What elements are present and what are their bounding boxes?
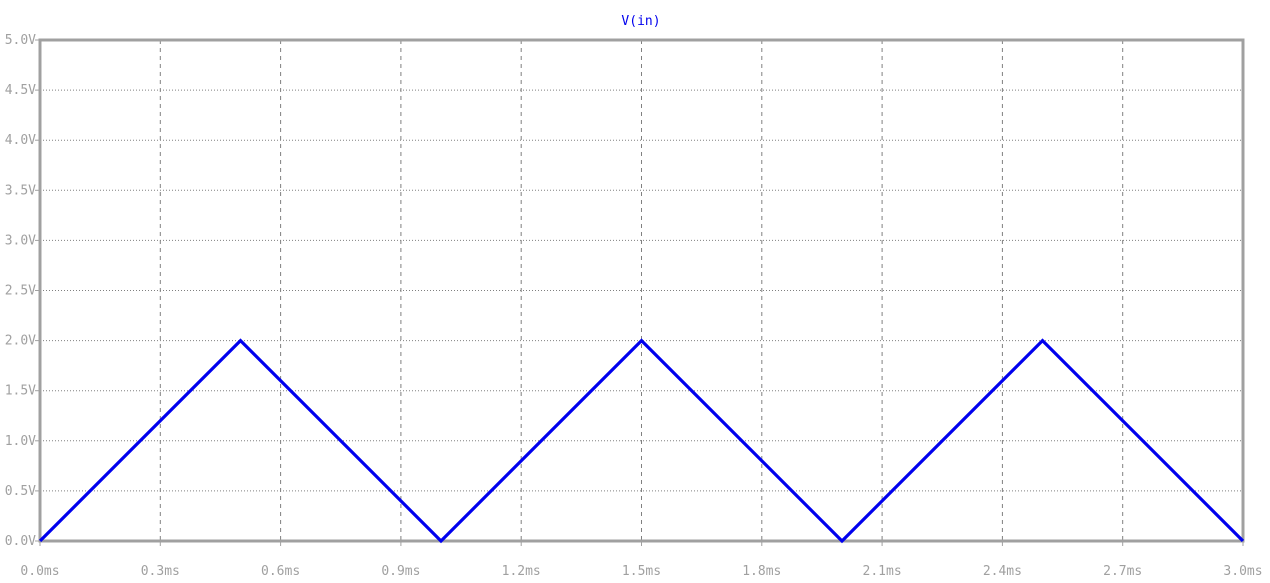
y-tick-label: 2.5V bbox=[5, 284, 36, 299]
y-tick-label: 1.5V bbox=[5, 384, 36, 399]
y-axis-ticks: 0.0V 0.5V 1.0V 1.5V 2.0V 2.5V 3.0V 3.5V 4.0V 4.5V… bbox=[5, 33, 40, 549]
x-axis-ticks: 0.0ms 0.3ms 0.6ms 0.9ms 1.2ms 1.5ms 1.8ms 2.1ms… bbox=[20, 541, 1263, 579]
y-tick-label: 1.0V bbox=[5, 434, 36, 449]
y-tick-label: 4.5V bbox=[5, 83, 36, 98]
y-tick-label: 0.0V bbox=[5, 534, 36, 549]
x-tick-label: 0.6ms bbox=[261, 564, 300, 579]
x-tick-label: 0.0ms bbox=[20, 564, 59, 579]
x-tick-label: 1.5ms bbox=[622, 564, 661, 579]
x-tick-label: 2.7ms bbox=[1103, 564, 1142, 579]
y-tick-label: 0.5V bbox=[5, 484, 36, 499]
y-tick-label: 3.5V bbox=[5, 183, 36, 198]
grid-lines bbox=[40, 40, 1243, 541]
x-tick-label: 0.3ms bbox=[141, 564, 180, 579]
x-tick-label: 2.1ms bbox=[863, 564, 902, 579]
trace-title: V(in) bbox=[621, 14, 660, 29]
x-tick-label: 1.2ms bbox=[502, 564, 541, 579]
y-tick-label: 4.0V bbox=[5, 133, 36, 148]
x-tick-label: 2.4ms bbox=[983, 564, 1022, 579]
y-tick-label: 5.0V bbox=[5, 33, 36, 48]
x-tick-label: 0.9ms bbox=[381, 564, 420, 579]
y-tick-label: 2.0V bbox=[5, 334, 36, 349]
y-tick-label: 3.0V bbox=[5, 233, 36, 248]
x-tick-label: 3.0ms bbox=[1223, 564, 1262, 579]
x-tick-label: 1.8ms bbox=[742, 564, 781, 579]
